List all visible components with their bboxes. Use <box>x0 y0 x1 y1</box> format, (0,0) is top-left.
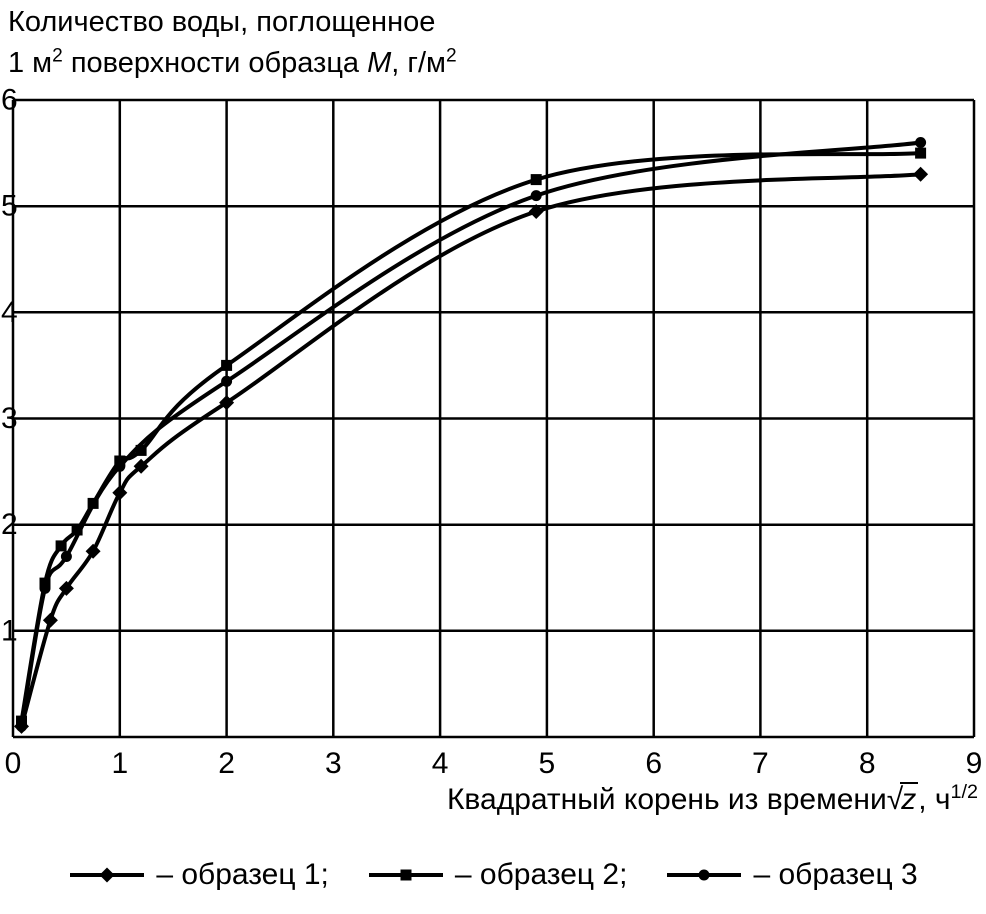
x-tick-label: 2 <box>218 747 235 780</box>
diamond-marker-icon <box>528 204 544 219</box>
circle-marker-icon <box>39 582 51 594</box>
diamond-marker-icon <box>85 543 101 559</box>
y-tick-label: 2 <box>1 508 18 541</box>
x-tick-label: 0 <box>5 747 22 780</box>
legend-label: – образец 2; <box>454 858 628 891</box>
x-tick-label: 7 <box>752 747 769 780</box>
y-tick-label: 3 <box>1 402 18 435</box>
circle-marker-icon <box>915 137 927 148</box>
square-marker-icon <box>71 524 83 536</box>
x-tick-label: 8 <box>859 747 876 780</box>
x-tick-label: 9 <box>966 747 983 780</box>
chart-title-text1: Количество воды, поглощенное <box>8 6 436 38</box>
x-tick-label: 4 <box>432 747 449 780</box>
superscript: 1/2 <box>950 781 979 803</box>
y-tick-label: 5 <box>1 190 18 223</box>
diamond-marker-icon <box>913 166 929 182</box>
square-marker-icon <box>400 869 412 881</box>
sqrt-symbol: √z <box>886 782 919 816</box>
series-line-circle <box>19 140 921 727</box>
x-tick-label: 6 <box>645 747 662 780</box>
diamond-marker-icon <box>219 395 235 411</box>
x-axis-label: Квадратный корень из времени√z, ч1/2 <box>447 782 978 817</box>
variable-z: z <box>900 782 919 816</box>
series-line-diamond <box>19 172 921 727</box>
y-tick-label: 6 <box>1 84 18 117</box>
diamond-marker-icon <box>42 612 58 628</box>
chart-title-text4: , г/м <box>391 47 446 80</box>
square-marker-icon <box>55 540 67 552</box>
circle-marker-icon <box>221 375 233 387</box>
diamond-marker-icon <box>99 867 115 883</box>
square-marker-icon <box>915 147 927 159</box>
diamond-marker-icon <box>133 458 149 474</box>
chart-title-text2: 1 м <box>8 47 53 80</box>
y-tick-label: 4 <box>1 296 18 329</box>
legend: – образец 1; – образец 2; – образец 3 <box>0 858 986 892</box>
circle-marker-icon <box>530 190 542 202</box>
x-tick-label: 5 <box>539 747 556 780</box>
legend-item: – образец 1; <box>68 858 329 892</box>
y-tick-label: 1 <box>1 614 18 647</box>
square-marker-icon <box>135 444 147 456</box>
chart-title: Количество воды, поглощенное 1 м2 поверх… <box>8 2 457 84</box>
superscript: 2 <box>445 45 457 67</box>
circle-marker-icon <box>114 460 126 472</box>
diamond-marker-icon <box>112 485 128 501</box>
circle-marker-icon <box>16 720 27 732</box>
circle-marker-icon <box>60 551 72 562</box>
legend-label: – образец 3 <box>753 858 918 891</box>
legend-marker-circle <box>667 869 742 881</box>
series-line-square <box>19 151 921 722</box>
legend-marker-diamond <box>70 867 145 883</box>
x-axis-unit: , ч <box>918 783 951 816</box>
legend-item: – образец 2; <box>367 858 628 892</box>
chart-title-line2: 1 м2 поверхности образца M, г/м2 <box>8 43 457 84</box>
radical-sign: √ <box>886 783 904 816</box>
chart-title-line1: Количество воды, поглощенное <box>8 2 457 43</box>
square-marker-icon <box>221 359 233 371</box>
square-marker-icon <box>530 174 542 186</box>
legend-label: – образец 1; <box>156 858 329 891</box>
legend-marker-square <box>368 869 443 881</box>
circle-marker-icon <box>698 869 710 881</box>
diamond-marker-icon <box>58 580 74 596</box>
chart-title-text3: поверхности образца <box>62 47 368 80</box>
variable-m: M <box>367 47 392 80</box>
x-tick-label: 1 <box>111 747 128 780</box>
superscript: 2 <box>52 45 63 67</box>
x-tick-label: 3 <box>325 747 342 780</box>
x-axis-label-text: Квадратный корень из времени <box>446 783 887 816</box>
legend-item: – образец 3 <box>665 858 918 892</box>
